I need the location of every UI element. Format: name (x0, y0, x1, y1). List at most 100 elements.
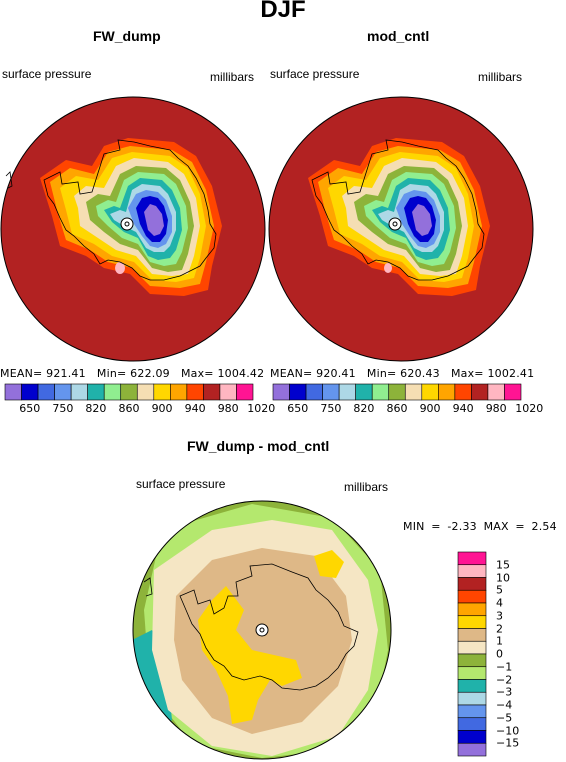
colorbar-difference-label-3: 4 (496, 596, 503, 610)
colorbar-fw-dump-label-6: 980 (217, 402, 239, 415)
colorbar-difference-swatch-7 (457, 640, 487, 655)
colorbar-fw-dump (4, 383, 254, 401)
panel1-mean-label: MEAN= (0, 367, 43, 380)
panel1-max-label: Max= (180, 367, 214, 380)
colorbar-fw-dump-swatch-6 (103, 383, 122, 401)
panel2-mean-label: MEAN= (270, 367, 313, 380)
diff-max-value: 2.54 (531, 520, 557, 533)
colorbar-difference-swatch-15 (457, 742, 487, 757)
colorbar-difference-swatch-5 (457, 615, 487, 629)
colorbar-difference-swatch-3 (457, 589, 487, 604)
colorbar-fw-dump-label-5: 940 (184, 402, 206, 415)
colorbar-difference-label-5: 2 (496, 622, 503, 635)
panel1-stats: MEAN= 921.41 Min= 622.09 Max= 1004.42 (0, 367, 264, 380)
colorbar-fw-dump-swatch-14 (236, 383, 254, 401)
colorbar-difference-swatch-11 (457, 691, 487, 706)
colorbar-difference-swatch-4 (457, 602, 487, 617)
panel2-max-label: Max= (450, 367, 484, 380)
colorbar-mod-cntl-labels: 650 750 820 860 900 940 980 1020 (273, 402, 543, 416)
colorbar-fw-dump-label-4: 900 (151, 402, 173, 415)
colorbar-fw-dump-swatch-4 (70, 383, 88, 401)
colorbar-mod-cntl-swatch-9 (421, 383, 439, 401)
panel1-field-label: surface pressure (2, 67, 92, 81)
panel2-mean-value: 920.41 (316, 367, 356, 380)
colorbar-mod-cntl-swatch-6 (371, 383, 390, 401)
colorbar-difference-label-13: −10 (496, 724, 520, 737)
colorbar-mod-cntl-swatch-0 (272, 383, 290, 401)
colorbar-difference-label-4: 3 (496, 609, 503, 623)
colorbar-difference-label-12: −5 (496, 711, 513, 725)
colorbar-difference-swatch-0 (457, 551, 487, 566)
panel1-min-label: Min= (96, 367, 127, 380)
colorbar-difference-swatch-2 (457, 577, 487, 591)
colorbar-difference-label-9: −2 (496, 673, 513, 686)
panel-title-fw-dump: FW_dump (93, 28, 161, 44)
colorbar-difference-swatch-9 (457, 666, 487, 680)
panel2-field-label: surface pressure (270, 67, 360, 81)
colorbar-difference (457, 551, 487, 757)
colorbar-mod-cntl-swatch-7 (388, 383, 406, 401)
colorbar-mod-cntl-label-2: 820 (353, 402, 375, 415)
colorbar-mod-cntl-label-7: 1020 (515, 402, 544, 415)
colorbar-difference-swatch-6 (457, 628, 487, 642)
colorbar-mod-cntl-swatch-5 (355, 383, 373, 401)
panel-title-mod-cntl: mod_cntl (367, 28, 430, 44)
colorbar-mod-cntl-label-4: 900 (419, 402, 441, 415)
colorbar-difference-swatch-8 (457, 653, 487, 668)
diff-max-label: MAX = (483, 520, 525, 533)
colorbar-mod-cntl-swatch-4 (338, 383, 356, 401)
colorbar-fw-dump-swatch-10 (170, 383, 188, 401)
colorbar-difference-label-10: −3 (496, 685, 513, 699)
colorbar-difference-swatch-12 (457, 704, 487, 719)
panel2-units-label: millibars (478, 70, 523, 84)
colorbar-difference-label-11: −4 (496, 698, 513, 712)
colorbar-fw-dump-swatch-12 (203, 383, 221, 401)
colorbar-mod-cntl-label-1: 750 (320, 402, 342, 415)
colorbar-fw-dump-swatch-9 (153, 383, 171, 401)
panel1-units-label: millibars (210, 70, 255, 84)
colorbar-difference-label-2: 5 (496, 583, 503, 597)
panel1-min-value: 622.09 (130, 367, 170, 380)
panel1-max-value: 1004.42 (217, 367, 265, 380)
colorbar-fw-dump-swatch-0 (4, 383, 22, 401)
colorbar-mod-cntl-swatch-14 (504, 383, 522, 401)
diff-min-value: -2.33 (447, 520, 477, 533)
colorbar-mod-cntl (272, 383, 522, 401)
panel2-min-label: Min= (366, 367, 397, 380)
panel2-min-value: 620.43 (400, 367, 440, 380)
colorbar-fw-dump-labels: 650 750 820 860 900 940 980 1020 (5, 402, 275, 416)
colorbar-difference-swatch-13 (457, 717, 487, 731)
colorbar-mod-cntl-swatch-1 (289, 383, 307, 401)
panel2-stats: MEAN= 920.41 Min= 620.43 Max= 1002.41 (270, 367, 534, 380)
diff-stats: MIN = -2.33 MAX = 2.54 (403, 520, 557, 533)
colorbar-difference-swatch-10 (457, 679, 487, 693)
colorbar-difference-label-1: 10 (496, 571, 510, 584)
diff-panel-title: FW_dump - mod_cntl (187, 438, 330, 454)
colorbar-mod-cntl-swatch-8 (404, 383, 423, 401)
colorbar-fw-dump-swatch-7 (120, 383, 138, 401)
colorbar-mod-cntl-swatch-11 (454, 383, 472, 401)
panel2-max-value: 1002.41 (487, 367, 535, 380)
colorbar-mod-cntl-label-0: 650 (287, 402, 309, 415)
colorbar-fw-dump-swatch-1 (21, 383, 39, 401)
colorbar-fw-dump-swatch-3 (54, 383, 72, 401)
colorbar-mod-cntl-swatch-3 (322, 383, 340, 401)
diff-field-label: surface pressure (136, 477, 226, 491)
colorbar-difference-labels: 15 10 5 4 3 2 1 0 −1 −2 −3 −4 −5 −10 −15 (496, 552, 536, 756)
colorbar-mod-cntl-swatch-13 (487, 383, 505, 401)
map-fw-dump (0, 96, 266, 362)
colorbar-fw-dump-label-3: 860 (118, 402, 140, 415)
colorbar-difference-label-8: −1 (496, 660, 513, 674)
map-difference (132, 500, 392, 760)
colorbar-mod-cntl-label-6: 980 (485, 402, 507, 415)
colorbar-difference-swatch-1 (457, 564, 487, 578)
colorbar-mod-cntl-swatch-12 (471, 383, 489, 401)
figure-title: DJF (260, 0, 306, 23)
colorbar-mod-cntl-swatch-10 (438, 383, 456, 401)
colorbar-fw-dump-swatch-8 (136, 383, 155, 401)
colorbar-mod-cntl-label-5: 940 (452, 402, 474, 415)
diff-units-label: millibars (344, 480, 389, 494)
colorbar-difference-label-0: 15 (496, 558, 510, 572)
colorbar-fw-dump-label-7: 1020 (247, 402, 276, 415)
colorbar-difference-label-14: −15 (496, 736, 520, 750)
